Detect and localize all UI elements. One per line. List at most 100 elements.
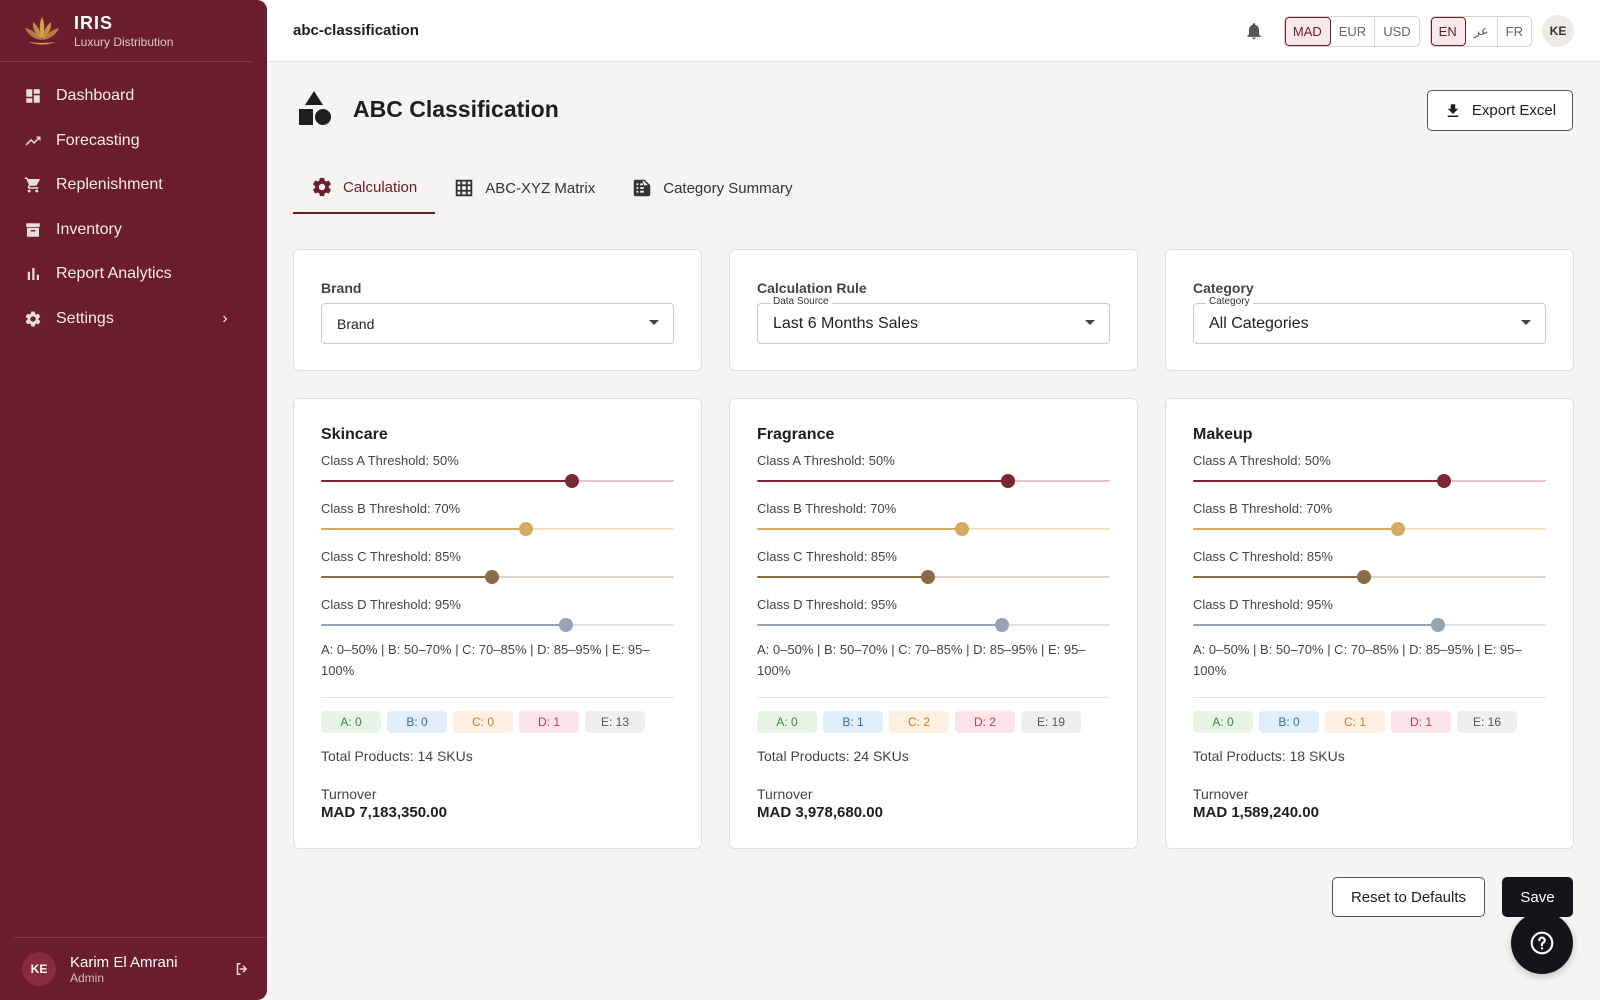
turnover-value: MAD 3,978,680.00: [757, 804, 883, 821]
sidebar-item-label: Dashboard: [56, 87, 135, 105]
class-counts: A: 0 B: 0 C: 1 D: 1 E: 16: [1193, 711, 1523, 733]
slider-fill: [1193, 480, 1444, 482]
bar-chart-icon: [27, 268, 39, 281]
sidebar-nav: Dashboard Forecasting Replenishment Inve…: [0, 74, 267, 341]
currency-mad[interactable]: MAD: [1284, 16, 1331, 46]
class-e-count-badge: E: 19: [1021, 711, 1081, 733]
reset-defaults-button[interactable]: Reset to Defaults: [1332, 877, 1485, 917]
sidebar: IRIS Luxury Distribution Dashboard Forec…: [0, 0, 267, 1000]
turnover-value: MAD 7,183,350.00: [321, 804, 447, 821]
gear-icon: [25, 311, 41, 327]
class-e-count-badge: E: 13: [585, 711, 645, 733]
total-products: Total Products: 24 SKUs: [757, 748, 909, 764]
group-card-fragrance: Fragrance Class A Threshold: 50% Class B …: [729, 398, 1138, 849]
currency-usd[interactable]: USD: [1383, 23, 1411, 39]
class-ranges: A: 0–50% | B: 50–70% | C: 70–85% | D: 85…: [757, 642, 1086, 678]
export-excel-button[interactable]: Export Excel: [1427, 90, 1573, 131]
class-b-count-badge: B: 1: [823, 711, 883, 733]
sidebar-item-dashboard[interactable]: Dashboard: [0, 74, 267, 119]
threshold-slider[interactable]: [757, 474, 1110, 488]
top-avatar[interactable]: KE: [1542, 15, 1574, 47]
class-a-count-badge: A: 0: [757, 711, 817, 733]
slider-thumb[interactable]: [564, 474, 579, 488]
threshold-label: Class B Threshold: 70%: [1193, 501, 1333, 516]
slider-fill: [321, 480, 572, 482]
slider-fill: [757, 528, 962, 530]
class-b-count-badge: B: 0: [1259, 711, 1319, 733]
data-source-select[interactable]: Data Source Last 6 Months Sales: [757, 296, 1110, 344]
class-b-count-badge: B: 0: [387, 711, 447, 733]
sidebar-item-replenishment[interactable]: Replenishment: [0, 163, 267, 208]
sidebar-item-label: Replenishment: [56, 176, 163, 194]
threshold-slider[interactable]: [321, 474, 674, 488]
threshold-slider[interactable]: [321, 618, 674, 632]
language-en[interactable]: EN: [1430, 16, 1466, 46]
threshold-slider[interactable]: [1193, 474, 1546, 488]
threshold-slider[interactable]: [1193, 618, 1546, 632]
tab-abc-xyz-matrix[interactable]: ABC-XYZ Matrix: [435, 162, 613, 214]
threshold-label: Class B Threshold: 70%: [757, 501, 897, 516]
slider-thumb[interactable]: [995, 618, 1010, 632]
language-fr[interactable]: FR: [1505, 23, 1523, 39]
threshold-slider[interactable]: [1193, 570, 1546, 584]
bell-icon[interactable]: [1244, 21, 1264, 41]
divider: [321, 697, 674, 698]
brand-filter-card: Brand Brand: [293, 249, 702, 371]
slider-thumb[interactable]: [1431, 618, 1446, 632]
avatar[interactable]: KE: [22, 952, 56, 986]
route-title: abc-classification: [293, 22, 419, 39]
tabs: Calculation ABC-XYZ Matrix Category Summ…: [293, 162, 810, 214]
sidebar-item-settings[interactable]: Settings: [0, 297, 267, 342]
sidebar-item-label: Forecasting: [56, 131, 140, 149]
slider-thumb[interactable]: [485, 570, 500, 584]
save-button[interactable]: Save: [1502, 877, 1573, 917]
app-subtitle: Luxury Distribution: [74, 34, 174, 49]
category-select[interactable]: Category All Categories: [1193, 296, 1546, 344]
slider-thumb[interactable]: [1000, 474, 1015, 488]
slider-thumb[interactable]: [1390, 522, 1405, 536]
turnover-label: Turnover: [757, 786, 813, 802]
select-value: Brand: [337, 315, 375, 332]
threshold-slider[interactable]: [1193, 522, 1546, 536]
slider-thumb[interactable]: [921, 570, 936, 584]
sidebar-item-forecasting[interactable]: Forecasting: [0, 119, 267, 164]
app-name: IRIS: [74, 12, 114, 33]
slider-thumb[interactable]: [1357, 570, 1372, 584]
summary-icon: [633, 179, 651, 197]
threshold-slider[interactable]: [757, 522, 1110, 536]
brand-select[interactable]: Brand: [321, 303, 674, 344]
divider: [1193, 697, 1546, 698]
class-a-count-badge: A: 0: [321, 711, 381, 733]
language-ar[interactable]: عر: [1466, 16, 1498, 46]
caret-down-icon: [649, 320, 659, 325]
slider-thumb[interactable]: [1436, 474, 1451, 488]
total-products: Total Products: 18 SKUs: [1193, 748, 1345, 764]
currency-eur[interactable]: EUR: [1331, 16, 1376, 46]
class-d-count-badge: D: 1: [1391, 711, 1451, 733]
tab-category-summary[interactable]: Category Summary: [613, 162, 810, 214]
filter-title: Brand: [321, 280, 362, 296]
logout-icon[interactable]: [233, 960, 251, 978]
threshold-slider[interactable]: [757, 618, 1110, 632]
caret-down-icon: [1521, 320, 1531, 325]
class-c-count-badge: C: 0: [453, 711, 513, 733]
threshold-slider[interactable]: [321, 570, 674, 584]
slider-thumb[interactable]: [559, 618, 574, 632]
language-switcher: EN عر FR: [1429, 15, 1532, 47]
slider-fill: [757, 624, 1003, 626]
tab-calculation[interactable]: Calculation: [293, 162, 436, 214]
slider-fill: [321, 576, 493, 578]
slider-thumb[interactable]: [954, 522, 969, 536]
class-ranges: A: 0–50% | B: 50–70% | C: 70–85% | D: 85…: [1193, 642, 1522, 678]
topbar: abc-classification MAD EUR USD EN عر FR …: [267, 0, 1600, 62]
slider-fill: [1193, 576, 1365, 578]
sidebar-item-inventory[interactable]: Inventory: [0, 208, 267, 253]
turnover-label: Turnover: [1193, 786, 1249, 802]
class-e-count-badge: E: 16: [1457, 711, 1517, 733]
help-button[interactable]: [1511, 912, 1573, 974]
sidebar-item-report-analytics[interactable]: Report Analytics: [0, 252, 267, 297]
threshold-slider[interactable]: [321, 522, 674, 536]
help-icon: [1530, 931, 1554, 955]
threshold-slider[interactable]: [757, 570, 1110, 584]
slider-thumb[interactable]: [518, 522, 533, 536]
